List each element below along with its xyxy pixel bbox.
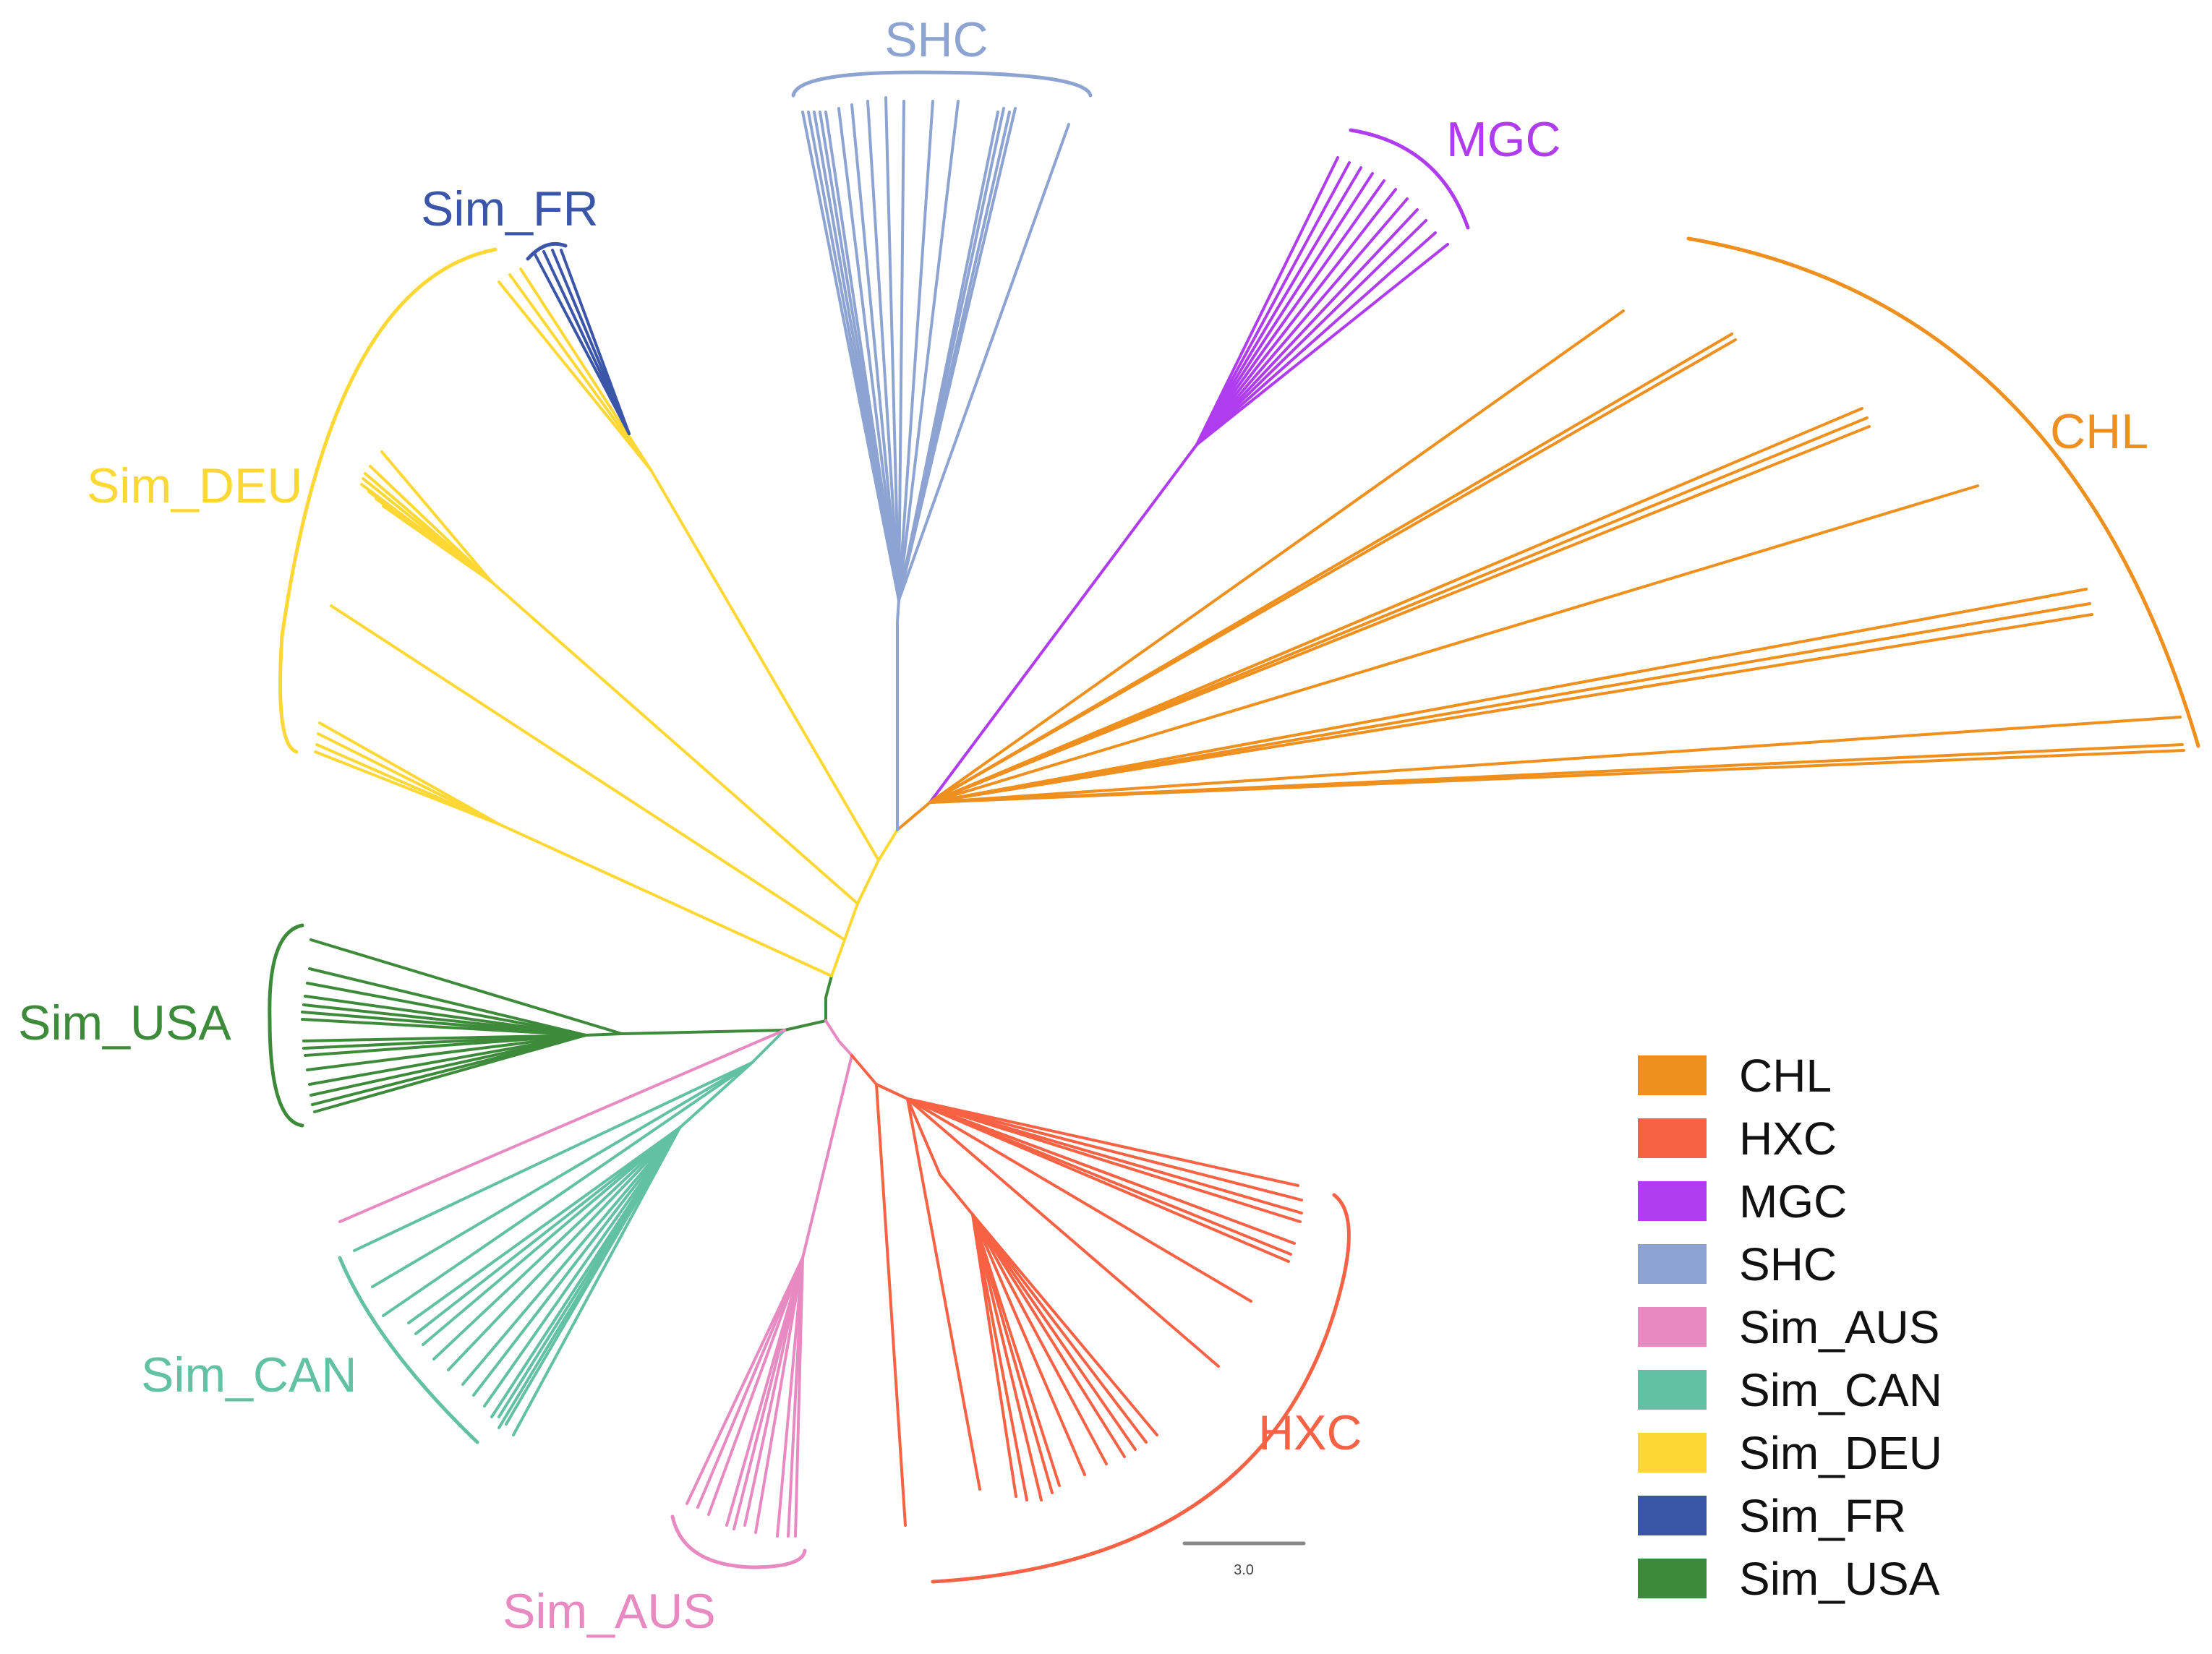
clade-hxc [850, 1054, 1303, 1527]
scale-bar-label: 3.0 [1234, 1562, 1254, 1578]
clade-sim-can [353, 1029, 786, 1436]
legend-swatch-sim-aus [1638, 1307, 1707, 1347]
clade-label-sim-fr: Sim_FR [421, 181, 599, 236]
legend: CHL HXC MGC SHC Sim_AUS Sim_CAN Sim_DEU … [1638, 1050, 1942, 1605]
clade-label-chl: CHL [2050, 404, 2148, 459]
bracket-shc [791, 70, 1093, 98]
clade-sim-usa [301, 938, 786, 1113]
legend-label-sim-usa: Sim_USA [1739, 1553, 1940, 1605]
clade-label-shc: SHC [884, 12, 988, 67]
legend-swatch-hxc [1638, 1118, 1707, 1158]
legend-label-sim-can: Sim_CAN [1739, 1364, 1942, 1416]
clade-label-sim-aus: Sim_AUS [503, 1584, 716, 1639]
bracket-sim-can [338, 1256, 479, 1444]
legend-swatch-sim-can [1638, 1370, 1707, 1410]
legend-label-mgc: MGC [1739, 1175, 1847, 1227]
bracket-chl [1686, 236, 2200, 748]
backbone-yellow [830, 828, 899, 977]
legend-label-shc: SHC [1739, 1238, 1837, 1290]
bracket-sim-deu [278, 247, 498, 754]
bracket-hxc [931, 1193, 1351, 1584]
legend-swatch-sim-deu [1638, 1433, 1707, 1473]
backbone-green [783, 974, 833, 1032]
legend-swatch-shc [1638, 1244, 1707, 1284]
legend-swatch-mgc [1638, 1181, 1707, 1221]
clade-sim-fr [534, 249, 631, 435]
clade-label-sim-can: Sim_CAN [141, 1347, 357, 1402]
bracket-sim-usa [268, 923, 304, 1128]
legend-label-chl: CHL [1739, 1050, 1832, 1102]
bracket-mgc [1349, 128, 1470, 230]
backbone-orange [896, 801, 931, 831]
backbone-pink [824, 1019, 853, 1057]
bracket-sim-aus [670, 1514, 807, 1569]
legend-label-hxc: HXC [1739, 1113, 1837, 1165]
clade-sim-deu [314, 267, 880, 977]
clade-shc [801, 96, 1070, 831]
legend-label-sim-fr: Sim_FR [1739, 1490, 1906, 1542]
clade-label-sim-usa: Sim_USA [18, 995, 231, 1050]
legend-swatch-chl [1638, 1055, 1707, 1095]
clade-brackets [268, 70, 2200, 1584]
bracket-sim-fr [526, 241, 568, 261]
legend-label-sim-aus: Sim_AUS [1739, 1301, 1939, 1353]
legend-swatch-sim-usa [1638, 1559, 1707, 1598]
backbone [783, 801, 931, 1057]
clade-sim-aus [338, 1029, 853, 1538]
clade-labels: SHC MGC CHL Sim_FR Sim_DEU Sim_USA Sim_C… [18, 12, 2148, 1639]
clade-label-mgc: MGC [1446, 112, 1561, 167]
clade-mgc [928, 156, 1449, 804]
clade-label-sim-deu: Sim_DEU [87, 458, 303, 513]
clade-label-hxc: HXC [1258, 1405, 1362, 1460]
scale-bar: 3.0 [1182, 1541, 1306, 1578]
clade-chl [928, 309, 2185, 804]
legend-swatch-sim-fr [1638, 1496, 1707, 1535]
legend-label-sim-deu: Sim_DEU [1739, 1427, 1942, 1479]
